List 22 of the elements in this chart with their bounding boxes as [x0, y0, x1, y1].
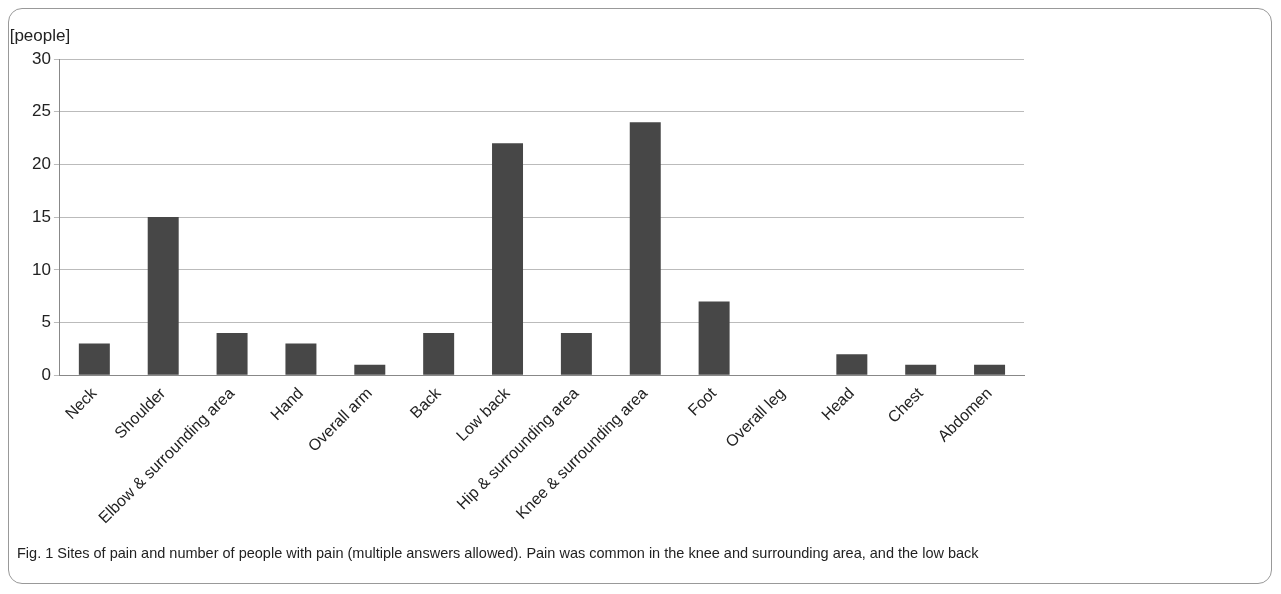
y-tick-label: 10	[31, 259, 51, 279]
y-tick-label: 0	[41, 364, 51, 384]
bar	[423, 333, 455, 375]
bar	[905, 364, 937, 375]
bar	[698, 301, 730, 375]
bar	[492, 143, 524, 375]
bar	[836, 354, 868, 375]
bar	[78, 343, 110, 375]
bar	[216, 333, 248, 375]
bar	[629, 122, 661, 375]
bar	[285, 343, 317, 375]
bar	[147, 217, 179, 375]
y-tick-label: 15	[31, 206, 51, 226]
y-tick-label: 20	[31, 154, 51, 174]
bar	[974, 364, 1006, 375]
y-axis-title: [people]	[9, 26, 71, 45]
y-tick-label: 25	[31, 101, 51, 121]
caption: Fig. 1 Sites of pain and number of people with pain (multiple answers allowed). Pain was common in the knee and surrounding area, and the low back	[16, 544, 980, 561]
y-tick-label: 30	[31, 48, 51, 68]
y-tick-label: 5	[41, 312, 51, 332]
bar	[560, 333, 592, 375]
bar	[354, 364, 386, 375]
